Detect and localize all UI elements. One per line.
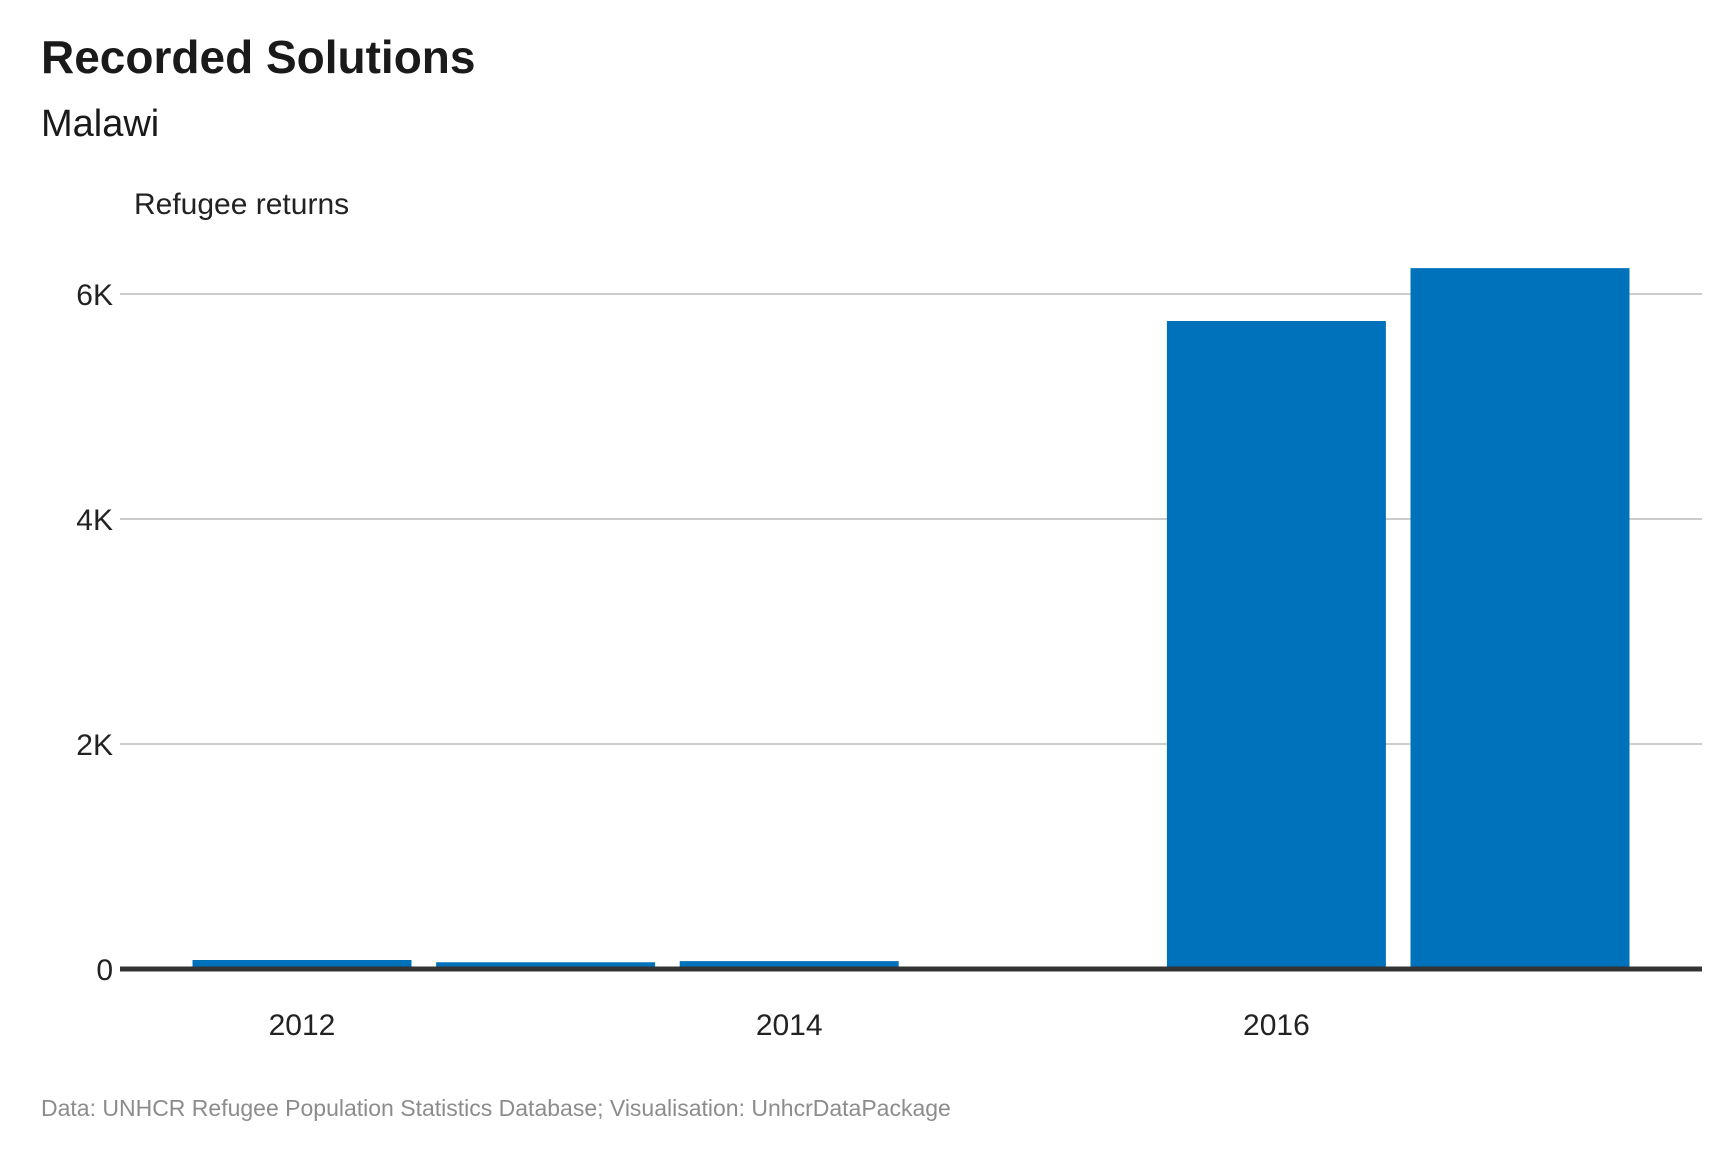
x-tick-label: 2014 [756, 1009, 823, 1042]
y-axis-ticks: 0 2K 4K 6K [76, 279, 113, 987]
y-axis-label: Refugee returns [134, 188, 349, 221]
bar-2017 [1410, 268, 1630, 969]
chart-title: Recorded Solutions [41, 31, 475, 83]
y-tick-label: 6K [76, 279, 113, 312]
chart-subtitle: Malawi [41, 103, 159, 145]
x-tick-label: 2012 [269, 1009, 336, 1042]
bar-2016 [1166, 321, 1386, 969]
bar-2013 [436, 962, 656, 969]
y-tick-label: 0 [96, 954, 113, 987]
y-tick-label: 2K [76, 729, 113, 762]
x-tick-label: 2016 [1243, 1009, 1310, 1042]
bar-2012 [192, 960, 412, 969]
x-axis-ticks: 2012 2014 2016 [269, 1009, 1310, 1042]
bars [192, 268, 1630, 969]
bar-2014 [679, 961, 899, 969]
chart-caption: Data: UNHCR Refugee Population Statistic… [41, 1095, 951, 1121]
y-tick-label: 4K [76, 504, 113, 537]
